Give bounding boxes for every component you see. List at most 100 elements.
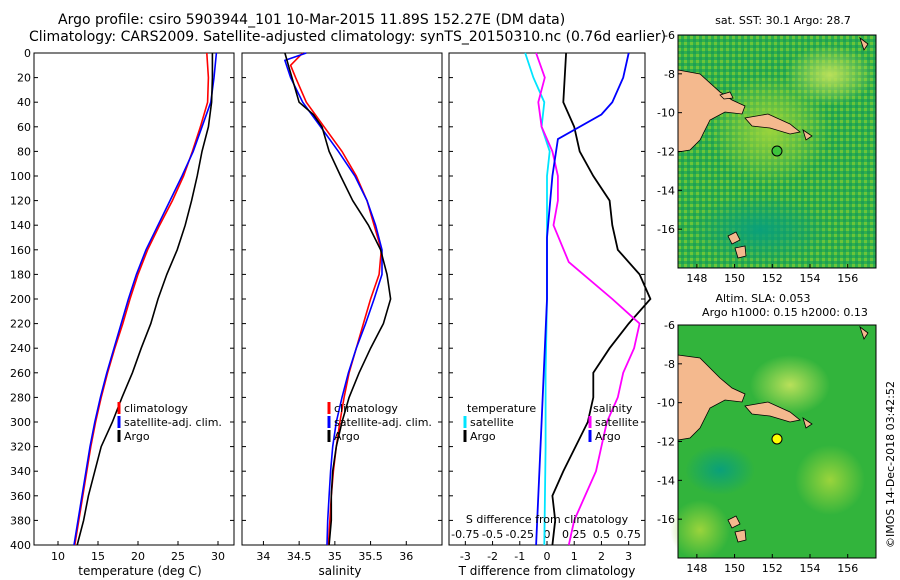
s-difference-label: S difference from climatology xyxy=(466,513,629,526)
title-line-2: Climatology: CARS2009. Satellite-adjuste… xyxy=(29,29,667,45)
series-line-t-argo xyxy=(551,52,652,546)
map-y-tick-label: -12 xyxy=(657,436,675,449)
x-tick-label: 34 xyxy=(256,550,270,563)
x-tick-label: -3 xyxy=(460,550,471,563)
s-tick-label: 0.75 xyxy=(616,528,641,541)
map-x-tick-label: 154 xyxy=(800,272,821,285)
y-tick-label: 220 xyxy=(10,318,31,331)
series-line-satellite-adj-clim- xyxy=(283,52,383,546)
x-tick-label: 0 xyxy=(544,550,551,563)
sla-map-title-line2: Argo h1000: 0.15 h2000: 0.13 xyxy=(702,306,868,319)
y-tick-label: 40 xyxy=(17,96,31,109)
map-y-tick-label: -10 xyxy=(657,397,675,410)
y-tick-label: 280 xyxy=(10,391,31,404)
legend-temperature-title: temperature xyxy=(467,402,536,415)
y-tick-label: 300 xyxy=(10,416,31,429)
map-y-tick-label: -6 xyxy=(664,29,675,42)
difference-xlabel: T difference from climatology xyxy=(458,564,636,578)
difference-legend: temperature satellite Argo salinity sate… xyxy=(463,402,639,443)
temperature-xlabel: temperature (deg C) xyxy=(78,564,201,578)
y-tick-label: 100 xyxy=(10,170,31,183)
y-tick-label: 80 xyxy=(17,145,31,158)
legend-s-argo-label: Argo xyxy=(595,430,621,443)
sst-map-title: sat. SST: 30.1 Argo: 28.7 xyxy=(715,14,851,27)
x-tick-label: 25 xyxy=(171,550,185,563)
map-x-tick-label: 148 xyxy=(686,272,707,285)
y-tick-label: 140 xyxy=(10,219,31,232)
map-x-tick-label: 150 xyxy=(724,272,745,285)
map-y-tick-label: -10 xyxy=(657,107,675,120)
sst-map-land-png xyxy=(677,69,746,153)
legend-t-satellite-label: satellite xyxy=(470,416,514,429)
y-tick-label: 200 xyxy=(10,293,31,306)
s-tick-label: 0 xyxy=(544,528,551,541)
sla-high-patch xyxy=(750,355,830,415)
x-tick-label: 35 xyxy=(328,550,342,563)
sst-argo-marker xyxy=(771,145,783,157)
y-tick-label: 320 xyxy=(10,441,31,454)
credit-text: ©IMOS 14-Dec-2018 03:42:52 xyxy=(884,381,897,548)
sst-warm-patch xyxy=(785,45,875,105)
legend-s-satellite-label: satellite xyxy=(595,416,639,429)
s-tick-label: 0.5 xyxy=(593,528,611,541)
map-y-tick-label: -16 xyxy=(657,513,675,526)
series-line-argo xyxy=(284,52,392,546)
map-y-tick-label: -16 xyxy=(657,223,675,236)
sla-high-patch xyxy=(670,500,730,560)
sla-map-title-line1: Altim. SLA: 0.053 xyxy=(715,292,810,305)
sla-high-patch xyxy=(795,445,865,515)
legend-climatology-label: climatology xyxy=(124,402,188,415)
legend-satellite-label: satellite-adj. clim. xyxy=(124,416,222,429)
temperature-legend: climatology satellite-adj. clim. Argo xyxy=(117,402,222,443)
salinity-xlabel: salinity xyxy=(318,564,361,578)
y-tick-label: 0 xyxy=(24,47,31,60)
s-tick-label: -0.25 xyxy=(506,528,534,541)
x-tick-label: -1 xyxy=(514,550,525,563)
legend-salinity-title: salinity xyxy=(593,402,633,415)
x-tick-label: 30 xyxy=(211,550,225,563)
legend-satellite-label: satellite-adj. clim. xyxy=(334,416,432,429)
series-line-argo xyxy=(76,53,214,546)
x-tick-label: 36 xyxy=(399,550,413,563)
series-line-satellite-adj-clim- xyxy=(73,52,218,546)
y-tick-label: 360 xyxy=(10,490,31,503)
sst-warm-patch xyxy=(710,75,830,185)
x-tick-label: 2 xyxy=(598,550,605,563)
map-y-tick-label: -8 xyxy=(664,358,675,371)
map-x-tick-label: 150 xyxy=(724,562,745,575)
map-x-tick-label: 148 xyxy=(686,562,707,575)
map-x-tick-label: 156 xyxy=(837,562,858,575)
x-tick-label: 34.5 xyxy=(287,550,312,563)
sla-low-patch xyxy=(685,445,755,495)
title-line-1: Argo profile: csiro 5903944_101 10-Mar-2… xyxy=(58,12,566,28)
s-tick-label: -0.5 xyxy=(482,528,503,541)
map-y-tick-label: -12 xyxy=(657,146,675,159)
sst-map xyxy=(677,34,877,269)
map-y-tick-label: -6 xyxy=(664,319,675,332)
y-tick-label: 180 xyxy=(10,268,31,281)
sla-map-islands xyxy=(727,325,869,543)
x-tick-label: 15 xyxy=(91,550,105,563)
y-tick-label: 340 xyxy=(10,465,31,478)
sst-cool-patch xyxy=(690,195,830,265)
y-tick-label: 20 xyxy=(17,72,31,85)
series-line-s-satellite xyxy=(535,52,641,546)
legend-t-argo-label: Argo xyxy=(470,430,496,443)
salinity-legend: climatology satellite-adj. clim. Argo xyxy=(327,402,432,443)
x-tick-label: 35.5 xyxy=(358,550,383,563)
s-tick-label: 0.25 xyxy=(562,528,587,541)
sla-map-land-png xyxy=(677,354,746,441)
x-tick-label: 1 xyxy=(571,550,578,563)
legend-argo-label: Argo xyxy=(124,430,150,443)
s-tick-label: -0.75 xyxy=(451,528,479,541)
y-tick-label: 260 xyxy=(10,367,31,380)
y-tick-label: 380 xyxy=(10,514,31,527)
y-tick-label: 400 xyxy=(10,539,31,552)
x-tick-label: 20 xyxy=(131,550,145,563)
map-y-tick-label: -8 xyxy=(664,68,675,81)
map-x-tick-label: 156 xyxy=(837,272,858,285)
sla-map xyxy=(670,324,877,560)
